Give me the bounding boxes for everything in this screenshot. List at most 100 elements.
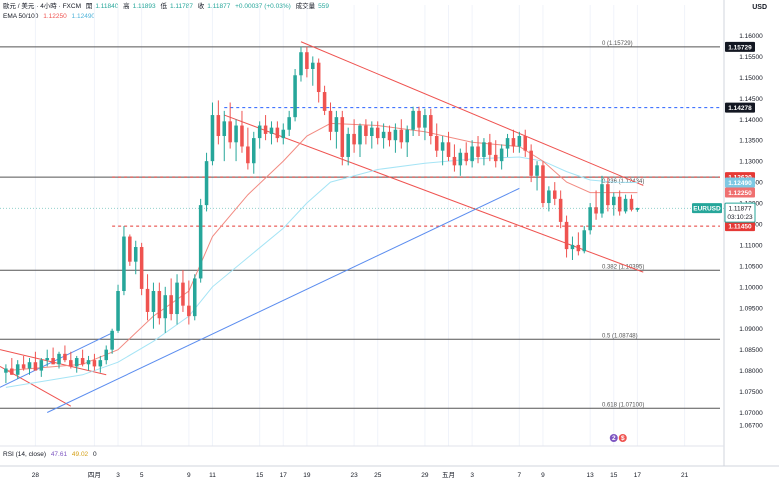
y-tick-label: 1.11000 [739,242,762,249]
price-badge [725,187,755,198]
x-tick-label: 15 [256,472,264,479]
candle-body [133,247,138,262]
candle-body [45,358,49,361]
candle-body [482,142,486,157]
candle-body [181,282,185,306]
candle-body [600,184,604,214]
candle-body [157,291,162,319]
candle-body [104,349,108,361]
open-label: 開 [85,3,93,10]
candle-body [535,165,539,176]
candle-body [629,198,634,210]
candle-body [370,127,374,137]
ema-legend[interactable]: EMA 50/100 1.12250 1.12490 [3,12,98,22]
candle-body [198,205,203,279]
change-value: +0.00037 (+0.03%) [235,3,291,10]
y-tick-label: 1.09000 [739,326,763,333]
candle-body [151,291,156,312]
x-tick-label: 11 [209,472,216,479]
candle-body [51,358,55,365]
candle-body [228,121,232,143]
candle-body [499,148,504,162]
candle-body [470,146,474,162]
candle-body [69,360,73,367]
candle-body [594,207,598,214]
candle-body [529,150,533,176]
chart-legend-ohlc: 歐元 / 美元 · 4小時 · FXCM 開 1.11840 高 1.11893 低… [3,2,332,12]
trendline [0,332,113,388]
currency-label[interactable]: USD [752,4,767,11]
candle-body [558,198,563,222]
x-tick-label: 17 [634,472,642,479]
candle-body [39,360,44,371]
low-value: 1.11787 [169,3,193,10]
candle-body [405,129,409,143]
candle-body [222,121,227,137]
candle-body [128,236,132,262]
y-tick-label: 1.13500 [739,138,763,145]
price-badge-label: 1.14278 [728,105,752,112]
chart-grid [34,5,686,446]
candle-body [169,295,173,315]
high-value: 1.11893 [132,3,156,10]
candle-body [311,62,315,69]
candle-body [192,278,197,317]
candle-body [588,207,592,231]
fib-level-label: 0.618 (1.07100) [602,402,644,408]
ema-label: EMA 50/100 [3,13,39,20]
candle-body [145,288,150,312]
candle-body [375,127,380,139]
candle-body [352,133,356,145]
price-badge-label: 1.12250 [728,190,752,197]
x-tick-label: 四月 [88,471,101,479]
x-tick-label: 23 [350,472,358,479]
event-marker-label: 2 [612,435,616,442]
candle-body [92,360,97,367]
candle-body [10,368,14,375]
candle-body [139,247,144,289]
candle-body [163,295,168,319]
ema100-line [5,156,638,388]
candle-body [322,92,327,111]
rsi-legend[interactable]: RSI (14, close) 47.61 49.02 0 [3,450,100,460]
price-badge-label: 1.11450 [728,224,752,231]
y-tick-label: 1.09500 [739,305,763,312]
x-tick-label: 25 [374,472,382,479]
x-tick-label: 17 [280,472,288,479]
candle-body [399,129,404,143]
candle-body [234,125,238,143]
horizontal-levels: 0 (1.15729) 0.382 (1.10395) 0.5 (1.08748) 0… [0,41,720,409]
y-tick-label: 1.08000 [739,368,763,375]
candle-body [505,138,510,149]
x-tick-label: 3 [470,472,474,479]
x-tick-label: 3 [116,472,120,479]
candle-body [517,136,522,147]
candle-body [27,362,32,369]
candle-body [541,165,545,204]
rsi-value: 47.61 [50,451,68,458]
price-badge [725,221,755,232]
rsi-extra-value: 0 [93,451,97,458]
y-tick-label: 1.10000 [739,284,763,291]
x-tick-label: 15 [610,472,618,479]
candle-body [187,305,191,317]
open-value: 1.11840 [95,3,119,10]
trendline [224,114,644,273]
candle-body [15,364,20,375]
candle-body [452,156,457,166]
y-tick-label: 1.06700 [739,423,763,430]
candle-body [263,125,268,134]
price-badge-label: 1.15729 [728,44,752,51]
y-tick-label: 1.15500 [739,54,763,61]
x-tick-label: 29 [421,472,429,479]
candle-body [175,282,179,315]
candle-body [328,110,333,132]
candle-body [476,146,480,157]
candle-body [612,196,616,206]
price-badge-label: 1.12490 [728,180,752,187]
event-marker-label: $ [621,435,625,442]
candle-body [446,142,451,157]
close-label: 收 [197,3,205,10]
candle-body [552,190,557,199]
